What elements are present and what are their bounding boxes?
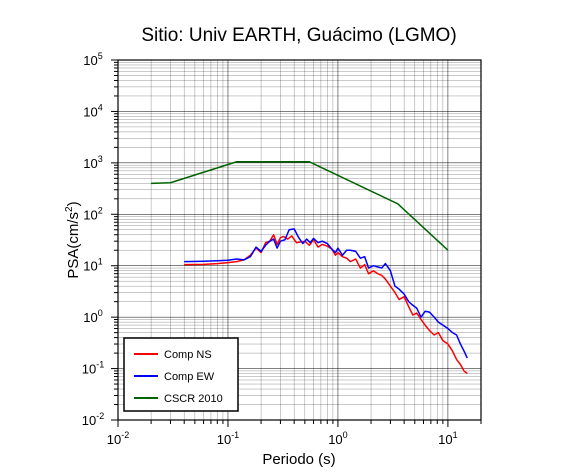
legend-label: Comp EW <box>164 371 215 383</box>
series-line-cscr-2010 <box>151 161 449 251</box>
plot-frame <box>117 59 482 421</box>
axis-ticks: 10-2 10-1 100 101 10-2 10-1 100 101 102 103 104 105 <box>82 51 482 447</box>
x-tick-label: 101 <box>438 430 457 447</box>
x-axis-title: Periodo (s) <box>262 451 335 468</box>
series-lines <box>151 161 468 375</box>
x-tick-label: 10-2 <box>107 430 129 447</box>
legend-items: Comp NS Comp EW CSCR 2010 <box>134 349 223 405</box>
series-line-comp-ew <box>184 228 468 359</box>
y-tick-label: 102 <box>83 205 102 222</box>
y-tick-label: 101 <box>83 257 102 274</box>
legend: Comp NS Comp EW CSCR 2010 <box>123 337 239 412</box>
x-tick-label: 100 <box>328 430 347 447</box>
series-line-comp-ns <box>184 234 468 375</box>
x-tick-label: 10-1 <box>217 430 239 447</box>
y-axis-title-main: PSA(cm/s <box>65 212 82 279</box>
legend-label: CSCR 2010 <box>164 393 223 405</box>
y-axis-title: PSA(cm/s2) <box>64 201 82 278</box>
y-tick-label: 10-1 <box>82 360 104 377</box>
y-axis-title-close: ) <box>65 201 82 206</box>
y-axis-title-exponent: 2 <box>64 206 75 212</box>
y-tick-label: 10-2 <box>82 411 104 428</box>
chart-title: Sitio: Univ EARTH, Guácimo (LGMO) <box>141 25 456 46</box>
y-tick-label: 104 <box>83 102 102 119</box>
y-tick-label: 103 <box>83 154 102 171</box>
legend-label: Comp NS <box>164 349 212 361</box>
y-tick-label: 100 <box>83 308 102 325</box>
y-tick-label: 105 <box>83 51 102 68</box>
